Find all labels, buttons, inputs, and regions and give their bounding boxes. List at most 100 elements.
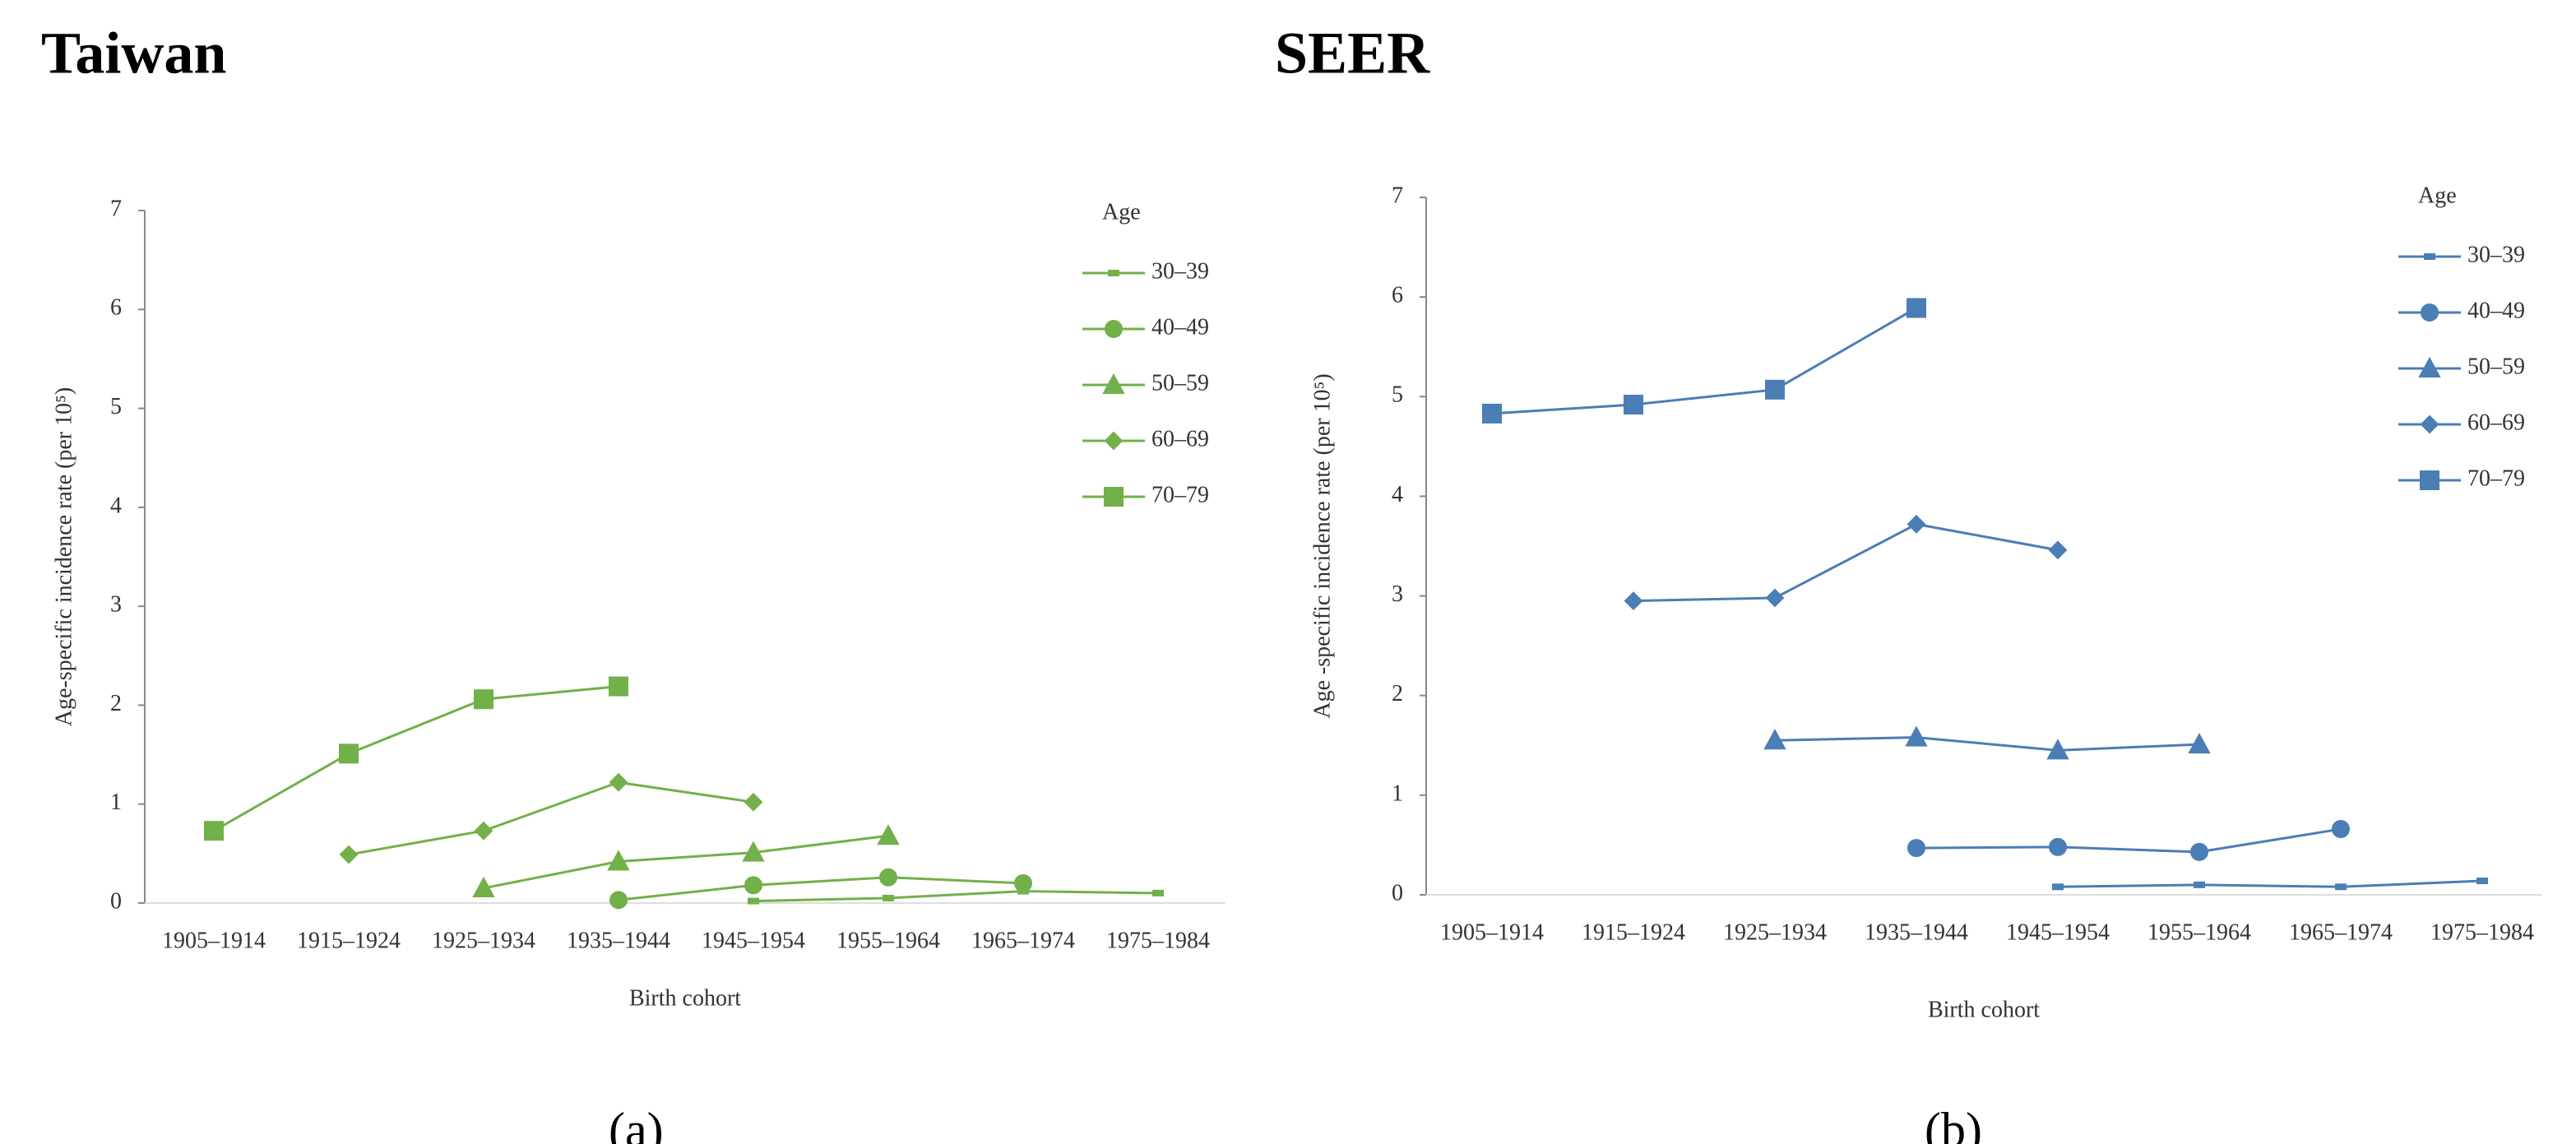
marker (2188, 732, 2211, 754)
marker (609, 676, 628, 697)
legend-label: 60–69 (1151, 426, 1209, 452)
marker (748, 897, 759, 905)
marker (474, 821, 493, 841)
marker (609, 772, 628, 792)
y-tick-label: 1 (110, 790, 122, 815)
marker (607, 850, 630, 871)
marker (1108, 270, 1119, 276)
chart-title: Taiwan (41, 21, 226, 86)
marker (2424, 253, 2435, 260)
y-tick-label: 0 (110, 888, 122, 914)
marker (1104, 487, 1124, 507)
x-tick-label: 1955–1964 (2147, 919, 2251, 945)
y-tick-label: 3 (1392, 581, 1403, 607)
x-tick-label: 1945–1954 (2006, 919, 2110, 945)
y-tick-label: 3 (110, 592, 122, 618)
marker (339, 743, 359, 764)
marker (2335, 883, 2347, 891)
marker (2194, 881, 2205, 888)
x-tick-label: 1975–1984 (2430, 919, 2534, 945)
caption: (a) (609, 1103, 664, 1144)
marker (1907, 514, 1926, 534)
series-line (348, 780, 754, 856)
series-line (213, 685, 619, 832)
marker (1102, 373, 1125, 394)
x-tick-label: 1945–1954 (702, 928, 805, 953)
series-line (1774, 736, 2200, 752)
marker (474, 689, 493, 710)
marker (1104, 431, 1124, 451)
legend-label: 50–59 (2467, 354, 2525, 379)
y-tick-label: 6 (1392, 283, 1403, 308)
series-line (753, 890, 1159, 903)
x-axis-label: Birth cohort (1928, 997, 2040, 1022)
x-tick-label: 1905–1914 (162, 928, 266, 953)
marker (2420, 415, 2439, 434)
caption: (b) (1925, 1103, 1982, 1144)
x-tick-label: 1955–1964 (836, 928, 940, 953)
x-tick-label: 1965–1974 (971, 928, 1075, 953)
marker (2190, 842, 2208, 861)
y-tick-label: 7 (110, 196, 122, 221)
marker (1907, 839, 1925, 858)
series-line (1633, 522, 2059, 603)
x-tick-label: 1915–1924 (1582, 919, 1685, 945)
y-tick-label: 4 (1392, 482, 1403, 507)
marker (2418, 356, 2441, 377)
x-tick-label: 1915–1924 (297, 928, 401, 953)
y-tick-label: 7 (1392, 183, 1403, 208)
x-tick-label: 1925–1934 (1723, 919, 1827, 945)
marker (744, 792, 763, 812)
y-tick-label: 1 (1392, 780, 1403, 806)
marker (2332, 820, 2350, 839)
marker (2421, 303, 2439, 322)
y-tick-label: 2 (110, 691, 122, 716)
y-tick-label: 2 (1392, 681, 1403, 706)
x-tick-label: 1935–1944 (1865, 919, 1968, 945)
legend-title: Age (1102, 199, 1141, 225)
legend-label: 60–69 (2467, 410, 2525, 435)
legend-label: 70–79 (2467, 465, 2525, 491)
marker (877, 824, 900, 845)
x-tick-label: 1965–1974 (2289, 919, 2393, 945)
marker (1624, 591, 1643, 611)
marker (742, 841, 765, 862)
y-axis-label: Age -specific incidence rate (per 10⁵) (1309, 373, 1335, 718)
legend-label: 40–49 (1151, 314, 1209, 340)
y-axis-label: Age-specific incidence rate (per 10⁵) (51, 387, 76, 726)
chart-title: SEER (1275, 21, 1430, 86)
marker (1765, 588, 1785, 608)
legend-label: 30–39 (2467, 242, 2525, 267)
marker (2420, 470, 2439, 490)
series-line (2057, 879, 2483, 888)
marker (204, 821, 224, 841)
marker (1907, 298, 1926, 318)
marker (2046, 739, 2069, 760)
marker (1152, 889, 1164, 896)
marker (1905, 725, 1928, 747)
legend-label: 50–59 (1151, 370, 1209, 396)
marker (879, 868, 897, 887)
y-tick-label: 4 (110, 493, 122, 518)
marker (1765, 379, 1785, 400)
marker (2476, 878, 2488, 885)
y-tick-label: 6 (110, 295, 122, 321)
x-axis-label: Birth cohort (629, 985, 741, 1011)
marker (1105, 320, 1123, 338)
marker (2049, 837, 2067, 856)
marker (2048, 540, 2068, 560)
series-line (618, 876, 1024, 901)
legend-label: 40–49 (2467, 298, 2525, 323)
marker (883, 894, 894, 901)
y-tick-label: 5 (110, 394, 122, 419)
y-tick-label: 0 (1392, 880, 1403, 905)
series-line (1491, 307, 1917, 415)
marker (1624, 394, 1643, 415)
marker (1763, 729, 1786, 750)
x-tick-label: 1975–1984 (1106, 928, 1210, 953)
y-tick-label: 5 (1392, 382, 1403, 408)
x-tick-label: 1905–1914 (1440, 919, 1544, 945)
marker (1014, 873, 1032, 892)
marker (339, 845, 359, 864)
